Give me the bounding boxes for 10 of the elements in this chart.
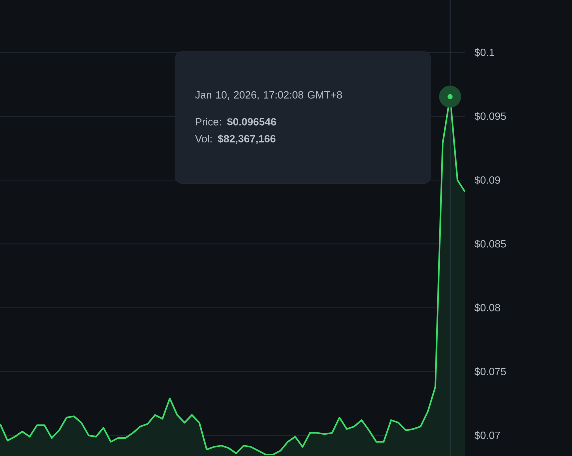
annotation: Price: $0.096546 [196,118,276,126]
annotation: Jan 10, 2026, 17:02:08 GMT+8 [195,91,342,100]
y-tick-label: $0.095 [474,112,506,121]
annotation: Vol: $82,367,166 [195,134,276,144]
y-tick-label: $0.085 [474,240,506,248]
y-tick-label: $0.075 [474,367,506,376]
y-tick-label: $0.07 [474,431,500,440]
y-tick-label: $0.08 [474,304,500,312]
y-tick-label: $0.09 [474,176,500,184]
y-tick-label: $0.1 [474,48,494,57]
